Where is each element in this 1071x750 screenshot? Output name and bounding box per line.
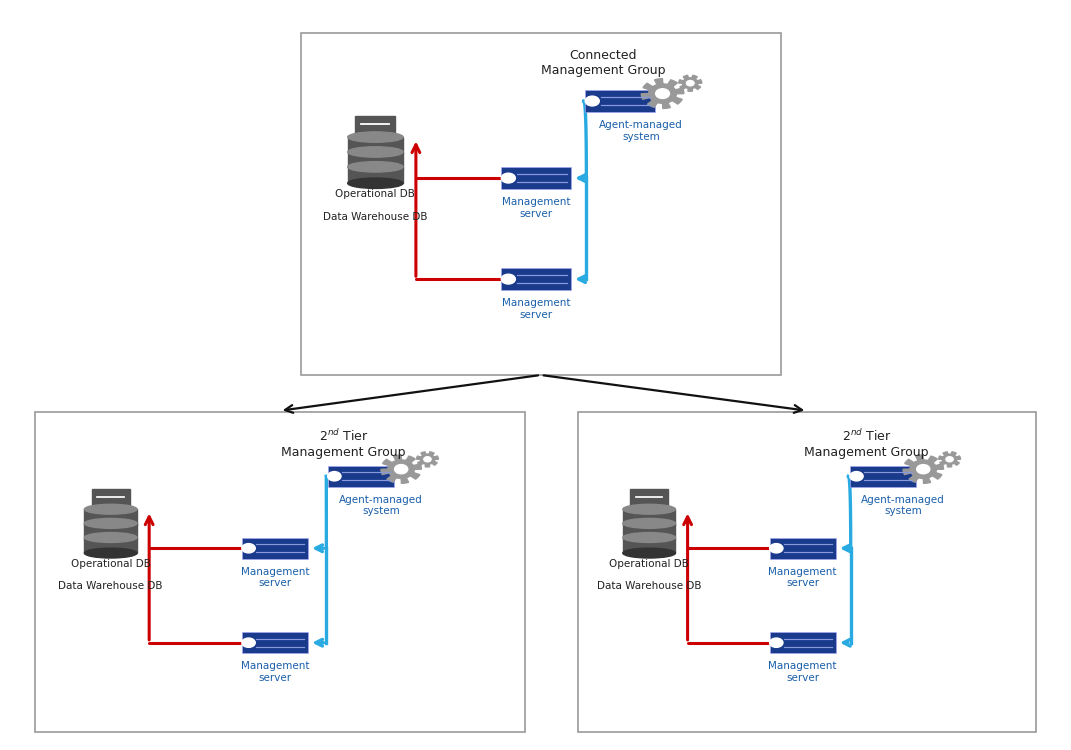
Ellipse shape — [623, 548, 676, 558]
FancyBboxPatch shape — [850, 466, 916, 487]
Text: Data Warehouse DB: Data Warehouse DB — [59, 581, 163, 591]
Text: Data Warehouse DB: Data Warehouse DB — [323, 211, 427, 221]
Polygon shape — [348, 137, 403, 154]
Text: Operational DB: Operational DB — [335, 189, 416, 200]
Polygon shape — [642, 79, 684, 109]
Polygon shape — [417, 452, 438, 467]
FancyBboxPatch shape — [501, 268, 571, 290]
FancyBboxPatch shape — [328, 466, 393, 487]
Text: Connected
Management Group: Connected Management Group — [541, 49, 665, 77]
Polygon shape — [348, 152, 403, 168]
Ellipse shape — [348, 132, 403, 142]
Text: Management
server: Management server — [768, 567, 836, 588]
Circle shape — [242, 638, 255, 647]
Text: Agent-managed
system: Agent-managed system — [600, 121, 683, 142]
Text: Management
server: Management server — [502, 197, 570, 219]
Polygon shape — [679, 75, 702, 92]
FancyBboxPatch shape — [770, 538, 835, 559]
Text: $2^{nd}$ Tier
Management Group: $2^{nd}$ Tier Management Group — [804, 428, 929, 460]
Ellipse shape — [348, 162, 403, 172]
Text: Management
server: Management server — [241, 567, 310, 588]
Ellipse shape — [348, 147, 403, 158]
Circle shape — [242, 544, 255, 553]
Ellipse shape — [85, 548, 137, 558]
Text: Operational DB: Operational DB — [71, 559, 151, 568]
Polygon shape — [85, 524, 137, 539]
FancyBboxPatch shape — [770, 632, 835, 653]
Text: Agent-managed
system: Agent-managed system — [861, 495, 945, 516]
Polygon shape — [623, 524, 676, 539]
Circle shape — [917, 464, 930, 474]
FancyBboxPatch shape — [242, 632, 307, 653]
Circle shape — [424, 457, 432, 462]
Text: Data Warehouse DB: Data Warehouse DB — [597, 581, 702, 591]
FancyBboxPatch shape — [301, 32, 781, 375]
Text: Agent-managed
system: Agent-managed system — [340, 495, 423, 516]
Circle shape — [501, 173, 515, 183]
Circle shape — [770, 544, 783, 553]
Polygon shape — [85, 509, 137, 525]
FancyBboxPatch shape — [578, 413, 1037, 732]
Circle shape — [585, 96, 600, 106]
Polygon shape — [85, 538, 137, 553]
Polygon shape — [348, 166, 403, 183]
Ellipse shape — [85, 532, 137, 542]
Circle shape — [501, 274, 515, 284]
Circle shape — [946, 457, 953, 462]
Ellipse shape — [85, 504, 137, 515]
Circle shape — [655, 88, 669, 98]
Circle shape — [394, 464, 408, 474]
Ellipse shape — [623, 504, 676, 515]
Circle shape — [328, 472, 341, 481]
Polygon shape — [623, 509, 676, 525]
Text: Management
server: Management server — [502, 298, 570, 320]
Circle shape — [687, 80, 694, 86]
FancyBboxPatch shape — [34, 413, 525, 732]
Polygon shape — [356, 116, 395, 134]
FancyBboxPatch shape — [586, 90, 654, 112]
Ellipse shape — [623, 532, 676, 542]
Polygon shape — [903, 455, 944, 483]
Text: Management
server: Management server — [768, 661, 836, 682]
FancyBboxPatch shape — [501, 167, 571, 189]
Text: Operational DB: Operational DB — [609, 559, 689, 568]
Ellipse shape — [85, 518, 137, 528]
FancyBboxPatch shape — [242, 538, 307, 559]
Circle shape — [770, 638, 783, 647]
Text: $2^{nd}$ Tier
Management Group: $2^{nd}$ Tier Management Group — [282, 428, 406, 460]
Ellipse shape — [348, 178, 403, 188]
Circle shape — [849, 472, 863, 481]
Polygon shape — [92, 489, 130, 506]
Polygon shape — [630, 489, 668, 506]
Text: Management
server: Management server — [241, 661, 310, 682]
Ellipse shape — [623, 518, 676, 528]
Polygon shape — [623, 538, 676, 553]
Polygon shape — [938, 452, 961, 467]
Polygon shape — [381, 455, 421, 483]
